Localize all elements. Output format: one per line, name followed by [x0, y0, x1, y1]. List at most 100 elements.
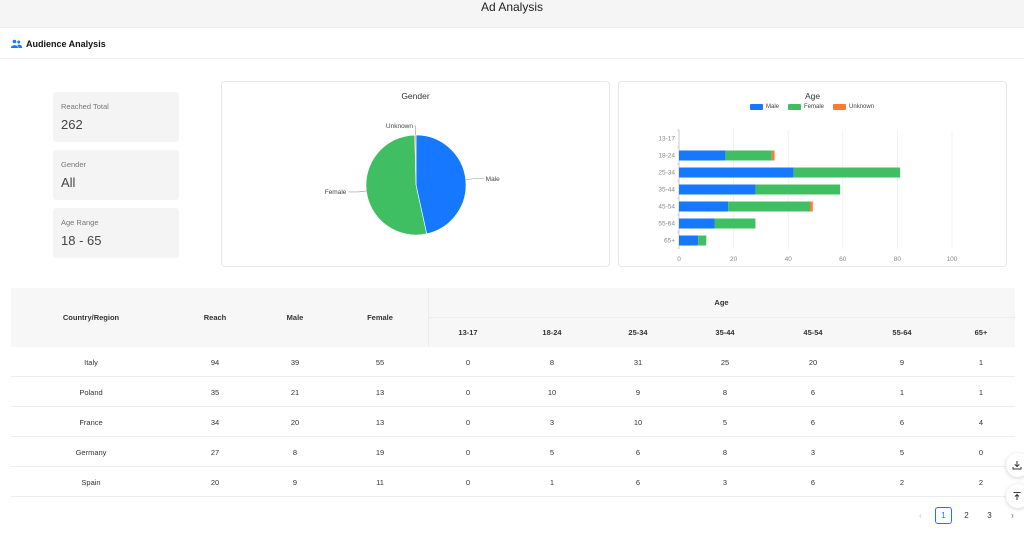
bar-male-35-44[interactable] — [679, 184, 756, 195]
header-divider — [428, 317, 1015, 318]
col-header-male: Male — [286, 313, 304, 322]
col-header-age-35-44: 35-44 — [715, 328, 735, 337]
legend-label: Female — [804, 104, 825, 110]
bar-male-45-54[interactable] — [679, 201, 729, 212]
bar-female-18-24[interactable] — [725, 150, 772, 161]
bar-female-25-34[interactable] — [793, 167, 901, 178]
bar-male-25-34[interactable] — [679, 167, 794, 178]
legend-label: Male — [766, 104, 780, 110]
col-group-age: Age — [714, 298, 729, 307]
stat-card-reached-total: Reached Total 262 — [53, 92, 179, 142]
country-cell: Italy — [84, 358, 98, 367]
stat-card-age-range: Age Range 18 - 65 — [53, 208, 179, 258]
stat-label: Age Range — [61, 218, 99, 227]
legend-item-unknown[interactable]: Unknown — [833, 104, 874, 110]
table-cell: 0 — [465, 388, 471, 397]
table-cell: 13 — [375, 388, 385, 397]
table-cell: 2 — [899, 478, 905, 487]
stat-value: 18 - 65 — [61, 233, 102, 248]
pie-leader-line — [414, 125, 416, 136]
table-row[interactable]: Poland 35 21 13 0 10 9 8 6 1 1 — [11, 377, 1015, 407]
y-tick-label: 35-44 — [658, 187, 675, 194]
table-cell: 0 — [465, 448, 471, 457]
x-tick-label: 40 — [785, 256, 793, 263]
bar-male-65+[interactable] — [679, 235, 699, 246]
table-cell: 94 — [210, 358, 220, 367]
bar-female-45-54[interactable] — [728, 201, 811, 212]
country-cell: France — [79, 418, 103, 427]
table-cell: 1 — [549, 478, 555, 487]
bar-unknown-45-54[interactable] — [810, 201, 813, 212]
y-tick-label: 18-24 — [658, 153, 675, 160]
table-cell: 31 — [633, 358, 643, 367]
stat-value: All — [61, 175, 76, 190]
table-cell: 25 — [720, 358, 730, 367]
y-tick-label: 45-54 — [658, 204, 675, 211]
table-row[interactable]: Germany 27 8 19 0 5 6 8 3 5 0 — [11, 437, 1015, 467]
table-row[interactable]: Italy 94 39 55 0 8 31 25 20 9 1 — [11, 347, 1015, 377]
table-cell: 6 — [810, 478, 816, 487]
table-cell: 10 — [547, 388, 557, 397]
table-cell: 8 — [722, 388, 728, 397]
legend-swatch — [788, 104, 802, 110]
section-title: Audience Analysis — [26, 39, 106, 49]
bar-male-18-24[interactable] — [679, 150, 726, 161]
legend-swatch — [750, 104, 763, 110]
page-button-3[interactable]: 3 — [987, 511, 992, 520]
stat-label: Reached Total — [61, 102, 109, 111]
table-cell: 4 — [978, 418, 984, 427]
x-tick-label: 80 — [894, 256, 902, 263]
y-tick-label: 65+ — [664, 238, 675, 245]
age-chart-legend: Male Female Unknown — [750, 104, 874, 110]
table-row[interactable]: France 34 20 13 0 3 10 5 6 6 4 — [11, 407, 1015, 437]
table-cell: 9 — [635, 388, 641, 397]
bar-male-55-64[interactable] — [679, 218, 715, 229]
age-bar-chart: 0 20 40 60 80 100 13-17 18-24 25-34 35-44 45-54 55-… — [658, 129, 958, 263]
pie-leader-line — [465, 178, 484, 180]
y-tick-label: 25-34 — [658, 170, 675, 177]
country-cell: Spain — [81, 478, 101, 487]
back-to-top-button[interactable] — [1006, 484, 1024, 508]
table-cell: 9 — [292, 478, 298, 487]
table-cell: 6 — [810, 418, 816, 427]
col-header-female: Female — [367, 313, 393, 322]
prev-page-button[interactable]: ‹ — [919, 511, 922, 520]
table-cell: 19 — [375, 448, 385, 457]
table-cell: 5 — [722, 418, 728, 427]
pie-label-unknown: Unknown — [386, 123, 413, 130]
pie-slice-unknown[interactable] — [414, 134, 417, 186]
next-page-button[interactable]: › — [1011, 511, 1014, 520]
table-cell: 0 — [465, 478, 471, 487]
pie-slice-female[interactable] — [365, 134, 428, 236]
bar-unknown-18-24[interactable] — [771, 150, 775, 161]
page-button-2[interactable]: 2 — [964, 511, 969, 520]
table-cell: 8 — [292, 448, 298, 457]
divider — [0, 58, 1024, 59]
col-header-age-25-34: 25-34 — [628, 328, 648, 337]
bar-female-65+[interactable] — [698, 235, 707, 246]
bar-female-35-44[interactable] — [755, 184, 841, 195]
table-cell: 11 — [376, 478, 384, 487]
table-cell: 35 — [210, 388, 220, 397]
page-button-1[interactable]: 1 — [935, 507, 952, 524]
table-cell: 6 — [810, 388, 816, 397]
bar-female-55-64[interactable] — [714, 218, 756, 229]
pie-slice-male[interactable] — [415, 134, 467, 235]
pie-label-female: Female — [325, 189, 347, 196]
col-header-country: Country/Region — [62, 313, 120, 322]
table-cell: 27 — [210, 448, 220, 457]
table-cell: 39 — [290, 358, 300, 367]
table-cell: 5 — [899, 448, 905, 457]
table-row[interactable]: Spain 20 9 11 0 1 6 3 6 2 2 — [11, 467, 1015, 497]
y-tick-label: 55-64 — [658, 221, 675, 228]
age-chart-card: Age 0 20 40 60 80 100 13-17 18-24 25-34 35-44 45-5… — [618, 81, 1007, 267]
app-title: Ad Analysis — [480, 0, 544, 14]
table-cell: 0 — [465, 418, 471, 427]
legend-item-male[interactable]: Male — [750, 104, 779, 110]
legend-item-female[interactable]: Female — [788, 104, 824, 110]
download-button[interactable] — [1006, 453, 1024, 477]
pagination: ‹ 1 2 3 › — [912, 507, 1021, 524]
table-header: Country/Region Reach Male Female Age 13-… — [11, 288, 1015, 347]
legend-swatch — [833, 104, 847, 110]
table-cell: 0 — [465, 358, 471, 367]
